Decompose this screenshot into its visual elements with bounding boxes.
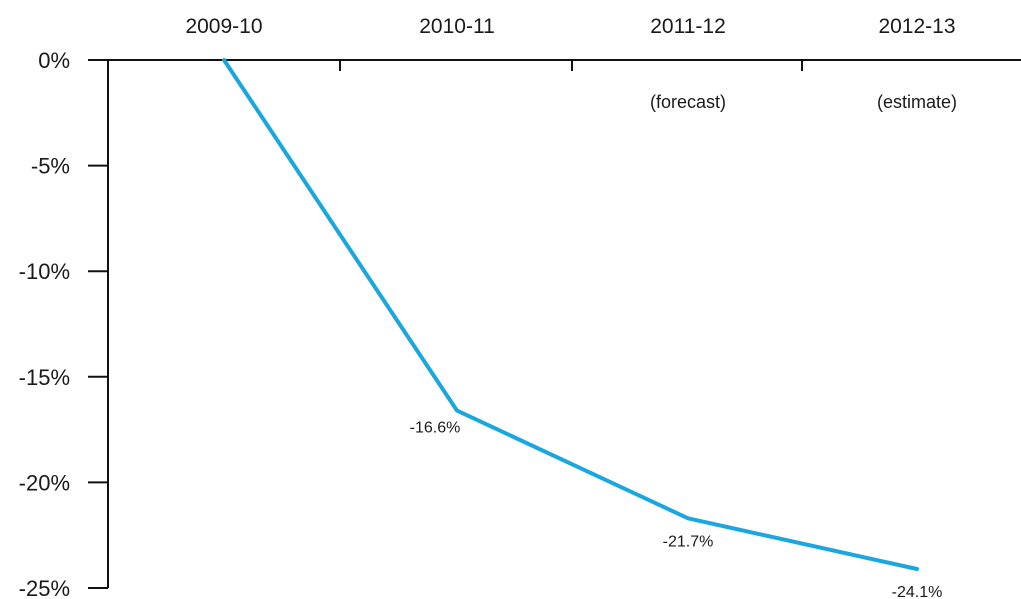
y-tick-label-0: 0% <box>38 48 70 73</box>
series-line-1 <box>222 58 919 571</box>
y-tick-label-15: -15% <box>19 365 70 390</box>
category-note-2011-12: (forecast) <box>650 92 726 112</box>
y-axis-tick-labels: 0% -5% -10% -15% -20% -25% <box>19 48 70 599</box>
x-tick-label-2012-13: 2012-13 <box>878 15 955 38</box>
data-label-2011-12: -21.7% <box>663 533 714 550</box>
data-labels: -16.6% -21.7% -24.1% <box>410 420 943 599</box>
category-notes: (forecast) (estimate) <box>650 92 957 112</box>
data-label-2012-13: -24.1% <box>892 584 943 599</box>
y-tick-label-25: -25% <box>19 576 70 599</box>
x-tick-label-2010-11: 2010-11 <box>419 15 495 38</box>
x-axis-ticks <box>339 60 803 71</box>
y-axis-ticks <box>88 59 108 589</box>
x-tick-label-2009-10: 2009-10 <box>185 15 262 38</box>
x-axis-tick-labels: 2009-10 2010-11 2011-12 2012-13 <box>185 15 955 38</box>
y-tick-label-20: -20% <box>19 470 70 495</box>
y-tick-label-10: -10% <box>19 259 70 284</box>
series-layer <box>222 58 919 571</box>
category-note-2012-13: (estimate) <box>877 92 957 112</box>
x-tick-label-2011-12: 2011-12 <box>650 15 726 38</box>
data-label-2010-11: -16.6% <box>410 420 461 437</box>
y-tick-label-5: -5% <box>31 154 70 179</box>
